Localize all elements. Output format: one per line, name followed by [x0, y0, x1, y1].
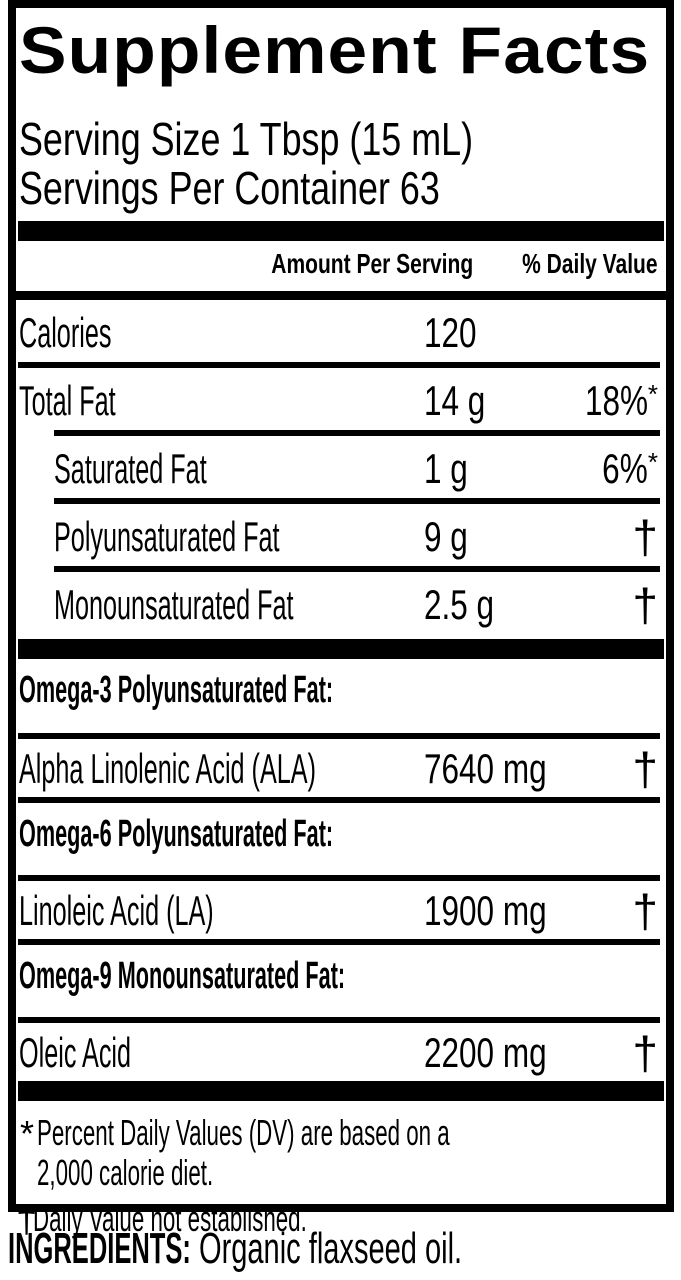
section-heading-omega-9: Omega-9 Monounsaturated Fat:	[19, 955, 346, 997]
nutrient-row-ala: Alpha Linolenic Acid (ALA) 7640 mg †	[16, 739, 666, 797]
nutrient-name: Polyunsaturated Fat	[54, 513, 280, 560]
footnote-daily-value-basis: * Percent Daily Values (DV) are based on…	[16, 1113, 666, 1193]
dagger-symbol: †	[16, 1199, 38, 1241]
nutrient-name: Linoleic Acid (LA)	[19, 887, 214, 934]
percent-daily-value-header: % Daily Value	[522, 248, 658, 279]
row-divider-indented	[54, 566, 660, 572]
row-divider-indented	[54, 430, 660, 436]
nutrient-row-total-fat: Total Fat 14 g 18% *	[16, 368, 666, 430]
nutrient-amount: 120	[424, 309, 477, 356]
dagger-mark: †	[632, 579, 658, 631]
asterisk-mark: *	[647, 379, 658, 409]
thick-divider-bar	[18, 221, 664, 241]
row-divider	[18, 733, 660, 739]
dagger-mark: †	[632, 1027, 658, 1079]
nutrient-amount: 1900 mg	[424, 887, 547, 934]
column-header-row: Amount Per Serving % Daily Value	[16, 249, 666, 284]
row-divider	[18, 362, 660, 368]
nutrient-row-oleic-acid: Oleic Acid 2200 mg †	[16, 1023, 666, 1081]
footnote-text: Daily Value not established.	[33, 1198, 307, 1239]
section-heading-omega-3: Omega-3 Polyunsaturated Fat:	[19, 669, 334, 711]
asterisk-mark: *	[647, 447, 658, 477]
nutrient-amount: 7640 mg	[424, 745, 547, 792]
ingredients-line: INGREDIENTS: Organic flaxseed oil.	[8, 1224, 598, 1280]
nutrient-row-la: Linoleic Acid (LA) 1900 mg †	[16, 881, 666, 939]
nutrient-daily-value: †	[632, 579, 658, 631]
nutrient-amount: 1 g	[424, 445, 468, 492]
serving-size-line: Serving Size 1 Tbsp (15 mL)	[19, 113, 474, 165]
footnote-text: Percent Daily Values (DV) are based on a…	[37, 1112, 450, 1193]
nutrient-daily-value: †	[632, 511, 658, 563]
nutrient-row-saturated-fat: Saturated Fat 1 g 6% *	[16, 436, 666, 498]
panel-title-text: Supplement Facts	[19, 13, 651, 87]
thick-divider-bar	[18, 1081, 664, 1101]
nutrient-daily-value: 18% *	[584, 377, 658, 424]
panel-title: Supplement Facts	[19, 16, 666, 103]
row-divider	[18, 1017, 660, 1023]
supplement-facts-panel: Supplement Facts Serving Size 1 Tbsp (15…	[8, 0, 674, 1240]
ingredients-label: INGREDIENTS:	[8, 1224, 191, 1273]
nutrient-row-calories: Calories 120	[16, 300, 666, 362]
dagger-mark: †	[632, 743, 658, 795]
servings-per-container-line: Servings Per Container 63	[19, 162, 440, 214]
dagger-mark: †	[632, 511, 658, 563]
amount-per-serving-header: Amount Per Serving	[271, 248, 473, 279]
section-heading-omega-6: Omega-6 Polyunsaturated Fat:	[19, 813, 334, 855]
nutrient-name: Calories	[19, 309, 112, 356]
dagger-mark: †	[632, 885, 658, 937]
footnote-not-established: † Daily Value not established.	[16, 1198, 666, 1241]
nutrient-row-polyunsaturated-fat: Polyunsaturated Fat 9 g †	[16, 504, 666, 566]
row-divider-indented	[54, 498, 660, 504]
row-divider	[18, 797, 660, 803]
nutrient-daily-value: 6% *	[602, 445, 658, 492]
nutrient-amount: 14 g	[424, 377, 486, 424]
nutrient-name: Total Fat	[19, 377, 116, 424]
nutrient-daily-value: †	[632, 1027, 658, 1079]
nutrient-amount: 2.5 g	[424, 581, 495, 628]
nutrient-name: Monounsaturated Fat	[54, 581, 294, 628]
row-divider	[18, 875, 660, 881]
nutrient-daily-value: †	[632, 885, 658, 937]
nutrient-name: Alpha Linolenic Acid (ALA)	[19, 745, 316, 792]
row-divider	[18, 939, 660, 945]
nutrient-amount: 9 g	[424, 513, 468, 560]
header-underline	[16, 291, 666, 300]
nutrient-row-monounsaturated-fat: Monounsaturated Fat 2.5 g †	[16, 572, 666, 634]
ingredients-value: Organic flaxseed oil.	[199, 1224, 463, 1273]
asterisk-symbol: *	[20, 1113, 35, 1154]
thick-divider-bar	[18, 639, 664, 659]
nutrient-name: Saturated Fat	[54, 445, 207, 492]
nutrient-name: Oleic Acid	[19, 1029, 132, 1076]
nutrient-daily-value: †	[632, 743, 658, 795]
nutrient-amount: 2200 mg	[424, 1029, 547, 1076]
